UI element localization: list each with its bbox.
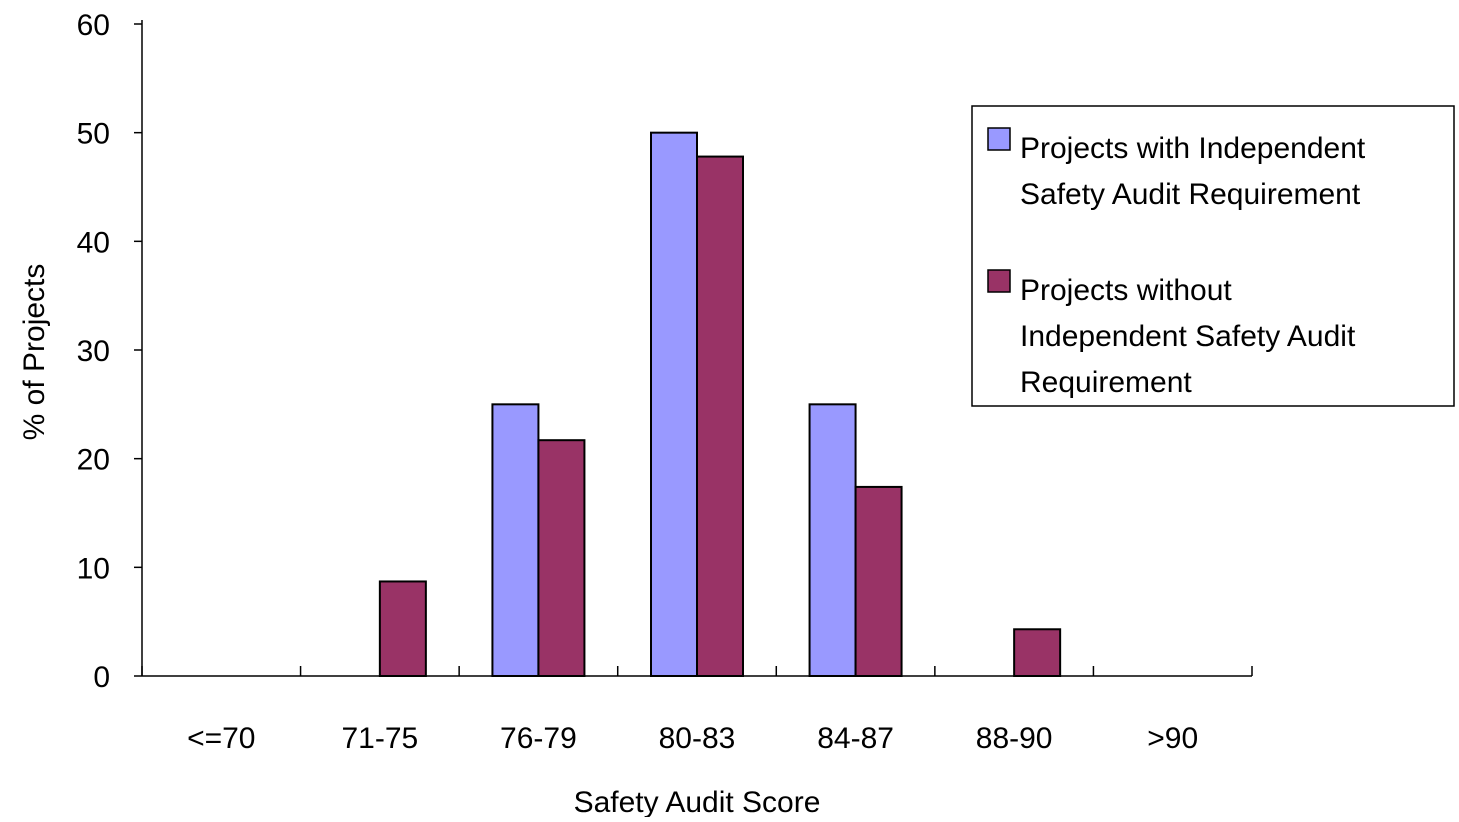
- y-tick-label-30: 30: [77, 335, 110, 368]
- y-tick-label-50: 50: [77, 118, 110, 151]
- axes-group: 0 10 20 30 40 50 60 <=70 71-75 76-79 80-83 84-87 88-…: [77, 9, 1253, 755]
- x-tick-label-3: 80-83: [659, 722, 736, 755]
- x-axis-title: Safety Audit Score: [574, 786, 821, 817]
- legend-label-1-1: Independent Safety Audit: [1020, 320, 1356, 353]
- legend: Projects with Independent Safety Audit Re…: [971, 105, 1455, 407]
- legend-swatch-0: [987, 127, 1011, 151]
- y-tick-label-40: 40: [77, 226, 110, 259]
- x-tick-label-2: 76-79: [500, 722, 577, 755]
- x-tick-label-5: 88-90: [976, 722, 1053, 755]
- x-tick-label-6: >90: [1147, 722, 1198, 755]
- y-axis-title: % of Projects: [18, 264, 51, 441]
- bar-with-4: [808, 403, 857, 677]
- y-tick-label-60: 60: [77, 9, 110, 42]
- bar-without-2: [537, 439, 586, 677]
- x-tick-label-4: 84-87: [817, 722, 894, 755]
- bars-group: [378, 131, 1062, 678]
- bar-without-1: [378, 580, 427, 678]
- legend-box: [971, 105, 1455, 407]
- legend-swatch-1: [987, 269, 1011, 293]
- x-tick-label-1: 71-75: [341, 722, 418, 755]
- legend-label-0-0: Projects with Independent: [1020, 132, 1366, 165]
- bar-without-4: [854, 485, 903, 678]
- bar-without-5: [1013, 628, 1062, 677]
- legend-label-1-2: Requirement: [1020, 366, 1192, 399]
- legend-label-1-0: Projects without: [1020, 274, 1232, 307]
- bar-with-3: [650, 131, 698, 677]
- x-tick-label-0: <=70: [187, 722, 255, 755]
- y-tick-label-0: 0: [93, 661, 110, 694]
- y-tick-label-10: 10: [77, 552, 110, 585]
- bar-with-2: [491, 403, 540, 677]
- y-tick-label-20: 20: [77, 444, 110, 477]
- legend-label-0-1: Safety Audit Requirement: [1020, 178, 1361, 211]
- bar-without-3: [696, 155, 744, 678]
